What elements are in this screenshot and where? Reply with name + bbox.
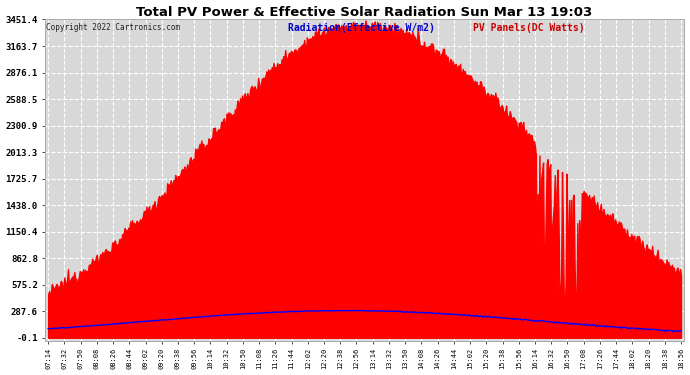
- Text: Copyright 2022 Cartronics.com: Copyright 2022 Cartronics.com: [46, 23, 180, 32]
- Text: Radiation(Effective W/m2): Radiation(Effective W/m2): [288, 23, 435, 33]
- Title: Total PV Power & Effective Solar Radiation Sun Mar 13 19:03: Total PV Power & Effective Solar Radiati…: [137, 6, 593, 18]
- Text: PV Panels(DC Watts): PV Panels(DC Watts): [473, 23, 584, 33]
